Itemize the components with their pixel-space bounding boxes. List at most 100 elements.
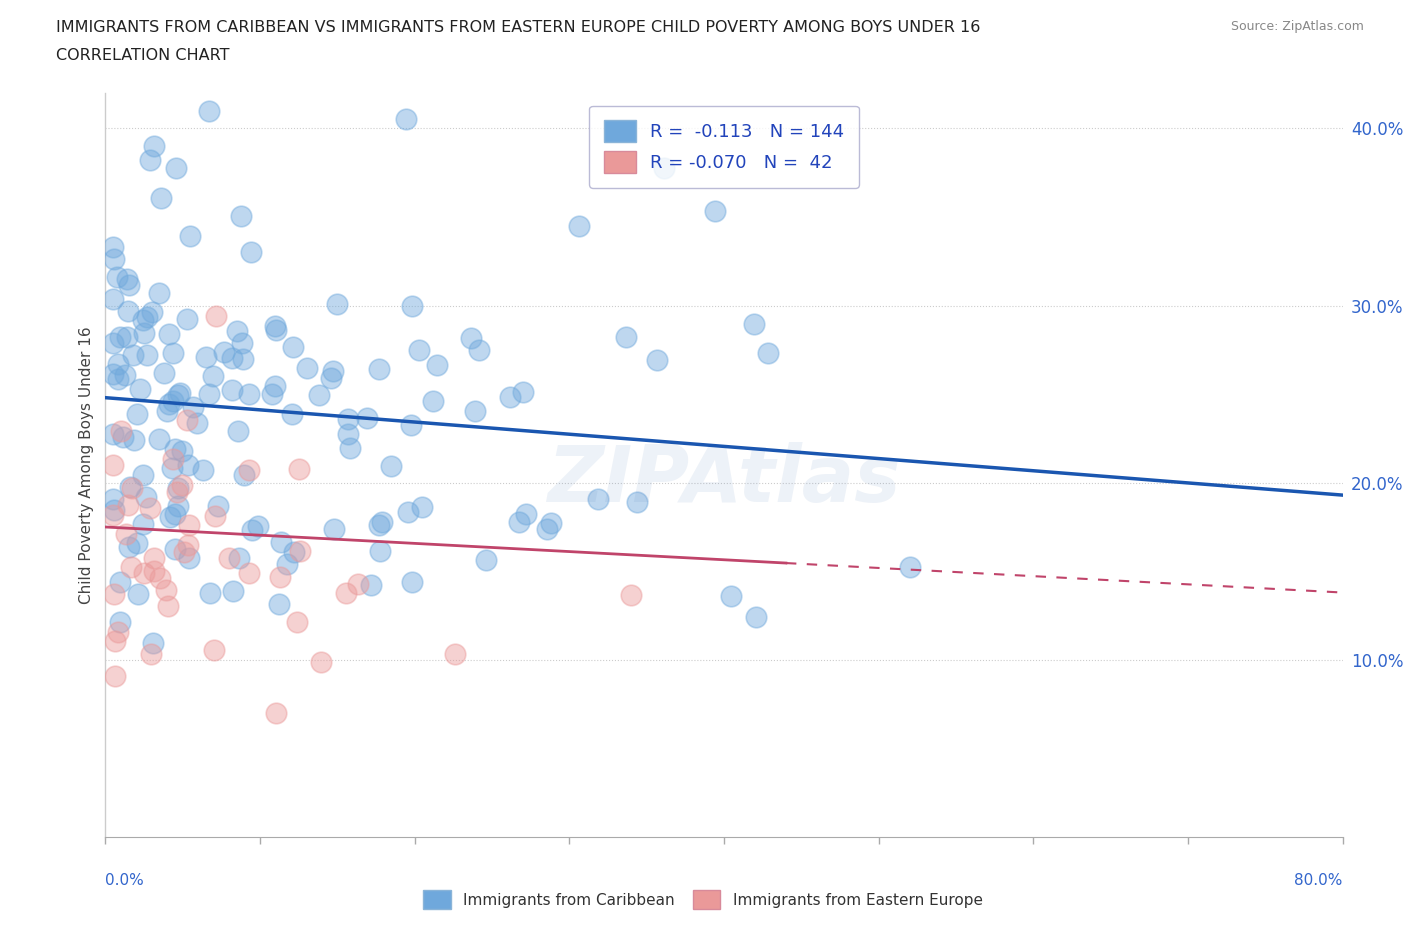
Point <box>652 161 675 176</box>
Text: IMMIGRANTS FROM CARIBBEAN VS IMMIGRANTS FROM EASTERN EUROPE CHILD POVERTY AMONG : IMMIGRANTS FROM CARIBBEAN VS IMMIGRANTS … <box>56 20 980 35</box>
Point <box>156 403 179 418</box>
Point <box>103 335 124 350</box>
Point <box>231 335 253 350</box>
Point <box>267 597 290 612</box>
Point <box>356 410 378 425</box>
Point <box>125 536 148 551</box>
Point <box>176 312 198 326</box>
Point <box>232 352 254 366</box>
Point <box>167 480 190 495</box>
Point <box>103 291 124 306</box>
Point <box>339 441 361 456</box>
Point <box>118 480 141 495</box>
Point <box>165 442 187 457</box>
Point <box>132 326 155 340</box>
Point <box>103 426 124 441</box>
Point <box>212 345 235 360</box>
Point <box>222 583 245 598</box>
Point <box>108 575 131 590</box>
Text: Source: ZipAtlas.com: Source: ZipAtlas.com <box>1230 20 1364 33</box>
Point <box>157 326 180 341</box>
Point <box>360 578 382 592</box>
Point <box>742 316 765 331</box>
Point <box>150 191 173 206</box>
Point <box>104 633 127 648</box>
Point <box>276 556 298 571</box>
Point <box>368 543 391 558</box>
Point <box>283 545 305 560</box>
Point <box>142 564 165 578</box>
Point <box>167 498 190 513</box>
Point <box>408 342 430 357</box>
Point <box>238 565 260 580</box>
Point <box>141 304 163 319</box>
Point <box>368 362 391 377</box>
Text: 80.0%: 80.0% <box>1295 873 1343 888</box>
Point <box>422 393 444 408</box>
Point <box>155 582 177 597</box>
Point <box>103 508 124 523</box>
Point <box>129 381 152 396</box>
Point <box>107 371 129 386</box>
Point <box>120 560 142 575</box>
Point <box>221 351 243 365</box>
Point <box>346 577 368 591</box>
Point <box>247 519 270 534</box>
Point <box>568 219 591 233</box>
Point <box>107 624 129 639</box>
Point <box>221 383 243 398</box>
Point <box>139 501 162 516</box>
Point <box>103 502 125 517</box>
Point <box>401 299 423 313</box>
Point <box>319 371 342 386</box>
Point <box>744 610 766 625</box>
Point <box>170 478 193 493</box>
Point <box>238 462 260 477</box>
Point <box>467 342 489 357</box>
Point <box>132 468 155 483</box>
Point <box>115 272 138 286</box>
Point <box>108 329 131 344</box>
Point <box>311 655 333 670</box>
Point <box>202 368 225 383</box>
Point <box>132 565 155 580</box>
Point <box>720 589 742 604</box>
Point <box>166 485 188 499</box>
Point <box>122 432 145 447</box>
Point <box>239 245 262 259</box>
Point <box>326 297 349 312</box>
Point <box>512 384 534 399</box>
Point <box>166 160 188 175</box>
Point <box>170 444 193 458</box>
Point <box>371 515 394 530</box>
Point <box>280 406 302 421</box>
Point <box>240 523 263 538</box>
Point <box>149 570 172 585</box>
Point <box>142 635 165 650</box>
Point <box>264 323 287 338</box>
Point <box>614 329 637 344</box>
Point <box>148 432 170 446</box>
Point <box>173 544 195 559</box>
Point <box>226 323 249 338</box>
Point <box>264 705 287 720</box>
Point <box>463 404 485 418</box>
Point <box>103 251 125 266</box>
Point <box>157 599 180 614</box>
Point <box>395 112 418 126</box>
Point <box>162 345 184 360</box>
Point <box>179 551 201 565</box>
Point <box>114 367 136 382</box>
Point <box>647 352 669 367</box>
Point <box>231 208 253 223</box>
Point <box>263 319 285 334</box>
Point <box>142 139 165 153</box>
Point <box>169 386 191 401</box>
Point <box>163 541 186 556</box>
Point <box>125 406 148 421</box>
Point <box>204 309 226 324</box>
Point <box>264 379 287 393</box>
Point <box>460 330 482 345</box>
Point <box>122 348 145 363</box>
Point <box>322 363 344 378</box>
